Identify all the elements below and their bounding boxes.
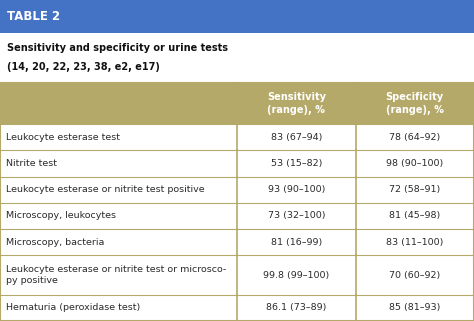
Text: (14, 20, 22, 23, 38, e2, e17): (14, 20, 22, 23, 38, e2, e17) — [7, 62, 160, 72]
Bar — [0, 0, 474, 33]
Text: 81 (45–98): 81 (45–98) — [389, 212, 440, 221]
Bar — [0, 203, 474, 229]
Text: Microscopy, bacteria: Microscopy, bacteria — [6, 238, 104, 247]
Text: 83 (67–94): 83 (67–94) — [271, 133, 322, 142]
Bar — [0, 150, 474, 177]
Text: 83 (11–100): 83 (11–100) — [386, 238, 444, 247]
Text: Sensitivity
(range), %: Sensitivity (range), % — [267, 92, 326, 115]
Bar — [0, 256, 474, 295]
Text: Specificity
(range), %: Specificity (range), % — [386, 92, 444, 115]
Text: 99.8 (99–100): 99.8 (99–100) — [263, 271, 329, 280]
Text: 73 (32–100): 73 (32–100) — [267, 212, 325, 221]
Bar — [0, 295, 474, 321]
Text: Leukocyte esterase test: Leukocyte esterase test — [6, 133, 120, 142]
Text: 98 (90–100): 98 (90–100) — [386, 159, 443, 168]
Bar — [0, 229, 474, 256]
Text: 70 (60–92): 70 (60–92) — [389, 271, 440, 280]
Bar — [0, 83, 474, 124]
Text: 85 (81–93): 85 (81–93) — [389, 303, 440, 312]
Text: Hematuria (peroxidase test): Hematuria (peroxidase test) — [6, 303, 140, 312]
Bar — [0, 83, 474, 321]
Text: 86.1 (73–89): 86.1 (73–89) — [266, 303, 327, 312]
Bar — [0, 33, 474, 83]
Bar — [0, 177, 474, 203]
Text: Leukocyte esterase or nitrite test positive: Leukocyte esterase or nitrite test posit… — [6, 185, 204, 194]
Bar — [0, 124, 474, 150]
Text: Sensitivity and specificity or urine tests: Sensitivity and specificity or urine tes… — [7, 43, 228, 53]
Text: 72 (58–91): 72 (58–91) — [389, 185, 440, 194]
Text: Microscopy, leukocytes: Microscopy, leukocytes — [6, 212, 116, 221]
Text: Nitrite test: Nitrite test — [6, 159, 57, 168]
Text: 81 (16–99): 81 (16–99) — [271, 238, 322, 247]
Text: 78 (64–92): 78 (64–92) — [389, 133, 440, 142]
Text: Leukocyte esterase or nitrite test or microsco-
py positive: Leukocyte esterase or nitrite test or mi… — [6, 265, 226, 285]
Text: 53 (15–82): 53 (15–82) — [271, 159, 322, 168]
Text: 93 (90–100): 93 (90–100) — [267, 185, 325, 194]
Text: TABLE 2: TABLE 2 — [7, 10, 60, 23]
